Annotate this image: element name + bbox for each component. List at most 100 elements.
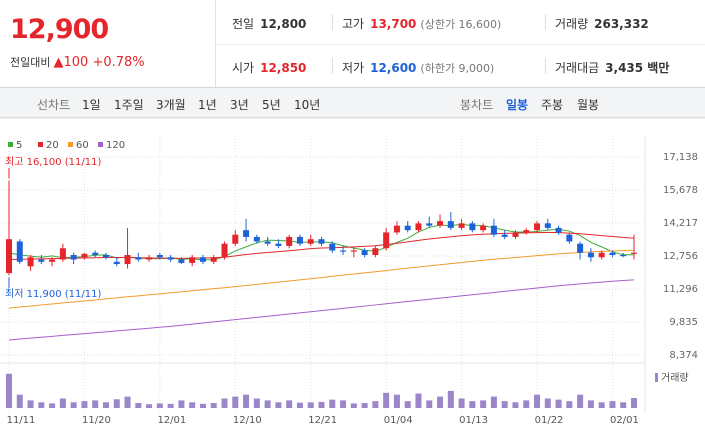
candle-body bbox=[458, 223, 465, 228]
value: 13,700 bbox=[370, 17, 417, 31]
candle-body bbox=[631, 252, 637, 254]
candle-body bbox=[253, 236, 260, 242]
candle-body bbox=[415, 223, 422, 231]
change: 전일대비 ▲100 +0.78% bbox=[10, 54, 145, 70]
legend-label: 20 bbox=[46, 140, 59, 151]
label: 전일 bbox=[232, 17, 255, 31]
volume-bar bbox=[296, 402, 303, 408]
candle-body bbox=[6, 239, 12, 274]
period[interactable]: 5년 bbox=[262, 98, 281, 112]
volume-bar bbox=[16, 394, 23, 408]
candle-body bbox=[243, 230, 250, 237]
volume-bar bbox=[49, 403, 56, 408]
candle-body bbox=[178, 259, 185, 263]
quote-item: 전일 12,800 bbox=[232, 15, 306, 32]
candle-body bbox=[49, 259, 56, 262]
candle-body bbox=[102, 255, 109, 258]
period[interactable]: 10년 bbox=[294, 98, 321, 112]
label: 거래량 bbox=[555, 17, 589, 31]
row-divider bbox=[216, 44, 705, 45]
volume-bar bbox=[243, 394, 250, 408]
candle-period[interactable]: 월봉 bbox=[577, 98, 600, 112]
candle-body bbox=[286, 236, 293, 246]
volume-bar bbox=[178, 400, 185, 408]
candle-body bbox=[361, 250, 368, 256]
volume-bar bbox=[275, 402, 282, 408]
period[interactable]: 1주일 bbox=[114, 98, 144, 112]
line-chart-tab[interactable]: 선차트 bbox=[37, 98, 71, 112]
candle-body bbox=[189, 257, 196, 263]
legend-swatch bbox=[38, 142, 43, 147]
volume-bar bbox=[38, 402, 45, 408]
change-label: 전일대비 bbox=[10, 56, 51, 69]
legend-label: 60 bbox=[76, 140, 89, 151]
label: 고가 bbox=[342, 17, 365, 31]
candle-body bbox=[135, 257, 142, 260]
x-tick-label: 01/13 bbox=[459, 415, 488, 426]
period[interactable]: 1일 bbox=[82, 98, 101, 112]
volume-bar bbox=[426, 400, 433, 408]
y-tick-label: 8,374 bbox=[669, 350, 698, 361]
price-box: 12,900 전일대비 ▲100 +0.78% bbox=[0, 0, 216, 87]
candle-body bbox=[372, 248, 379, 256]
volume-bar bbox=[458, 398, 465, 408]
volume-bar bbox=[534, 394, 541, 408]
candle-body bbox=[469, 223, 476, 231]
candle-body bbox=[329, 243, 336, 251]
candle-period[interactable]: 주봉 bbox=[541, 98, 564, 112]
candle-body bbox=[167, 257, 174, 260]
volume-bar bbox=[210, 403, 217, 408]
legend-swatch bbox=[8, 142, 13, 147]
current-price: 12,900 bbox=[10, 14, 109, 45]
volume-bar bbox=[146, 404, 153, 408]
candle-period[interactable]: 일봉 bbox=[506, 98, 529, 112]
volume-bar bbox=[81, 401, 88, 408]
volume-bar bbox=[577, 394, 584, 408]
candle-body bbox=[480, 225, 487, 231]
candle-body bbox=[38, 259, 45, 262]
ma-line bbox=[8, 279, 635, 341]
volume-bar bbox=[566, 401, 573, 408]
x-tick-label: 01/04 bbox=[384, 415, 413, 426]
candle-chart-tab[interactable]: 봉차트 bbox=[460, 98, 494, 112]
candle-body bbox=[512, 232, 519, 237]
volume-bar bbox=[221, 398, 228, 408]
period[interactable]: 1년 bbox=[198, 98, 217, 112]
volume-bar bbox=[350, 403, 357, 408]
volume-legend: 거래량 bbox=[661, 372, 689, 384]
volume-bar bbox=[6, 373, 12, 408]
label: 거래대금 bbox=[555, 61, 600, 75]
volume-bar bbox=[490, 396, 497, 408]
note: (하한가 9,000) bbox=[420, 62, 495, 75]
period[interactable]: 3개월 bbox=[156, 98, 186, 112]
legend-label: 5 bbox=[16, 140, 22, 151]
volume-bar bbox=[264, 400, 271, 408]
volume-bar bbox=[393, 394, 400, 408]
volume-bar bbox=[199, 403, 206, 408]
quote-item: 고가 13,700 (상한가 16,600) bbox=[342, 15, 501, 32]
volume-bar bbox=[555, 399, 562, 408]
y-tick-label: 11,296 bbox=[663, 284, 698, 295]
quote-item: 시가 12,850 bbox=[232, 59, 306, 76]
period[interactable]: 3년 bbox=[230, 98, 249, 112]
volume-bar bbox=[598, 402, 605, 408]
volume-bar bbox=[232, 396, 239, 408]
volume-bar bbox=[372, 401, 379, 408]
candle-body bbox=[620, 255, 627, 257]
volume-bar bbox=[340, 400, 347, 408]
label: 저가 bbox=[342, 61, 365, 75]
candle-body bbox=[264, 241, 271, 244]
volume-bar bbox=[544, 398, 551, 408]
volume-bar bbox=[167, 403, 174, 408]
x-tick-label: 11/20 bbox=[82, 415, 111, 426]
candle-body bbox=[92, 252, 99, 256]
candle-body bbox=[544, 223, 551, 228]
low-annotation: 최저 11,900 (11/11) bbox=[5, 288, 101, 300]
volume-bar bbox=[92, 400, 99, 408]
x-tick-label: 01/22 bbox=[535, 415, 564, 426]
volume-bar bbox=[361, 403, 368, 408]
candle-body bbox=[81, 253, 88, 258]
ma-line bbox=[8, 231, 635, 261]
candle-body bbox=[587, 252, 594, 258]
